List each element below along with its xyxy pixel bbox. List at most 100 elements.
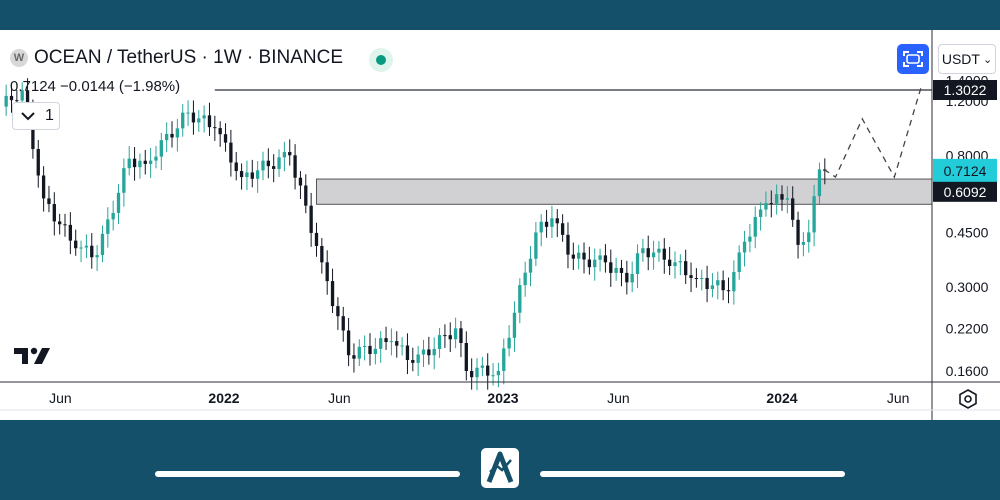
candle-body [143,160,147,164]
candle-body [609,262,613,273]
candle-body [20,90,24,101]
candle-body [780,194,784,200]
candle-body [732,272,736,292]
market-open-dot-icon[interactable] [369,48,393,72]
price-chart[interactable]: 1.40001.20000.80000.45000.30000.22000.16… [0,30,1000,420]
candle-body [395,341,399,346]
candle-body [496,371,501,376]
candle-body [181,112,185,129]
candle-body [769,203,773,205]
candle-body [635,253,640,274]
chevron-down-icon [21,112,35,121]
candle-body [122,168,126,193]
candle-body [512,312,517,338]
candle-body [336,306,340,317]
indicator-count: 1 [45,107,54,124]
currency-value: USDT [941,51,980,67]
candle-body [47,198,51,205]
fullscreen-button[interactable] [897,44,929,74]
candle-body [15,100,19,102]
candle-body [694,278,699,280]
candle-body [266,160,270,167]
candle-body [298,177,303,186]
candle-body [534,232,538,259]
candle-body [239,171,244,178]
candle-body [159,140,163,157]
candle-body [368,345,372,355]
ocean-logo-icon: W [10,49,28,67]
candle-body [651,252,656,258]
candle-body [400,345,404,347]
chart-settings-button[interactable] [955,386,981,412]
candle-body [464,343,468,371]
candle-body [218,128,222,135]
candle-body [742,241,747,253]
tradingview-logo-icon[interactable] [14,344,54,372]
candle-body [662,248,666,260]
candle-body [90,245,94,258]
chart-title-bar: W OCEAN / TetherUS · 1W · BINANCE [10,47,343,69]
x-tick-label: Jun [328,390,351,406]
candle-body [710,285,715,290]
candle-body [416,354,420,363]
candle-body [138,160,142,168]
candle-body [432,348,436,356]
candle-body [57,221,62,225]
candle-body [801,242,806,245]
candle-body [175,128,180,138]
candle-body [309,205,313,233]
candle-body [63,224,67,226]
candle-body [791,198,795,220]
candle-body [293,155,297,178]
symbol-title[interactable]: OCEAN / TetherUS · 1W · BINANCE [34,47,343,68]
x-tick-label: Jun [607,390,630,406]
candle-body [234,162,238,172]
candle-body [84,245,89,248]
candle-body [437,335,442,349]
candle-body [421,349,426,355]
candle-body [389,341,394,343]
candle-body [758,209,763,217]
currency-select[interactable]: USDT ⌄ [938,44,996,74]
candle-body [320,246,324,263]
candle-body [619,267,624,273]
candle-body [272,166,276,169]
candle-body [405,345,410,361]
candle-body [95,255,99,258]
collapse-indicators-button[interactable]: 1 [12,102,60,130]
tradingview-logo-shape [14,347,50,364]
candle-body [582,252,586,260]
candle-body [555,218,559,224]
candle-body [341,316,345,331]
candle-body [807,232,811,243]
candle-body [528,258,533,273]
y-tick-label: 0.4500 [946,224,989,240]
candle-body [384,338,388,343]
candle-body [100,233,105,256]
x-tick-label: 2023 [487,390,518,406]
candle-body [373,348,378,355]
candle-body [523,272,527,286]
footer-line-left [155,471,460,477]
candle-body [362,345,367,347]
candle-body [705,277,709,290]
status-dot [376,55,386,65]
candle-body [625,272,629,283]
candle-body [165,133,169,141]
candle-body [213,127,217,129]
candle-body [207,115,212,128]
chart-panel[interactable]: 1.40001.20000.80000.45000.30000.22000.16… [0,30,1000,420]
candle-body [667,259,672,267]
fullscreen-icon [903,51,923,67]
top-frame [0,0,1000,30]
candle-body [539,221,543,233]
candle-body [689,275,693,279]
a-logo-icon [481,448,519,488]
candle-body [202,115,206,119]
x-tick-label: Jun [49,390,72,406]
candle-body [277,157,281,169]
chart-background [0,30,1000,420]
candle-body [550,218,554,227]
candle-body [700,277,704,279]
candle-body [154,156,158,161]
